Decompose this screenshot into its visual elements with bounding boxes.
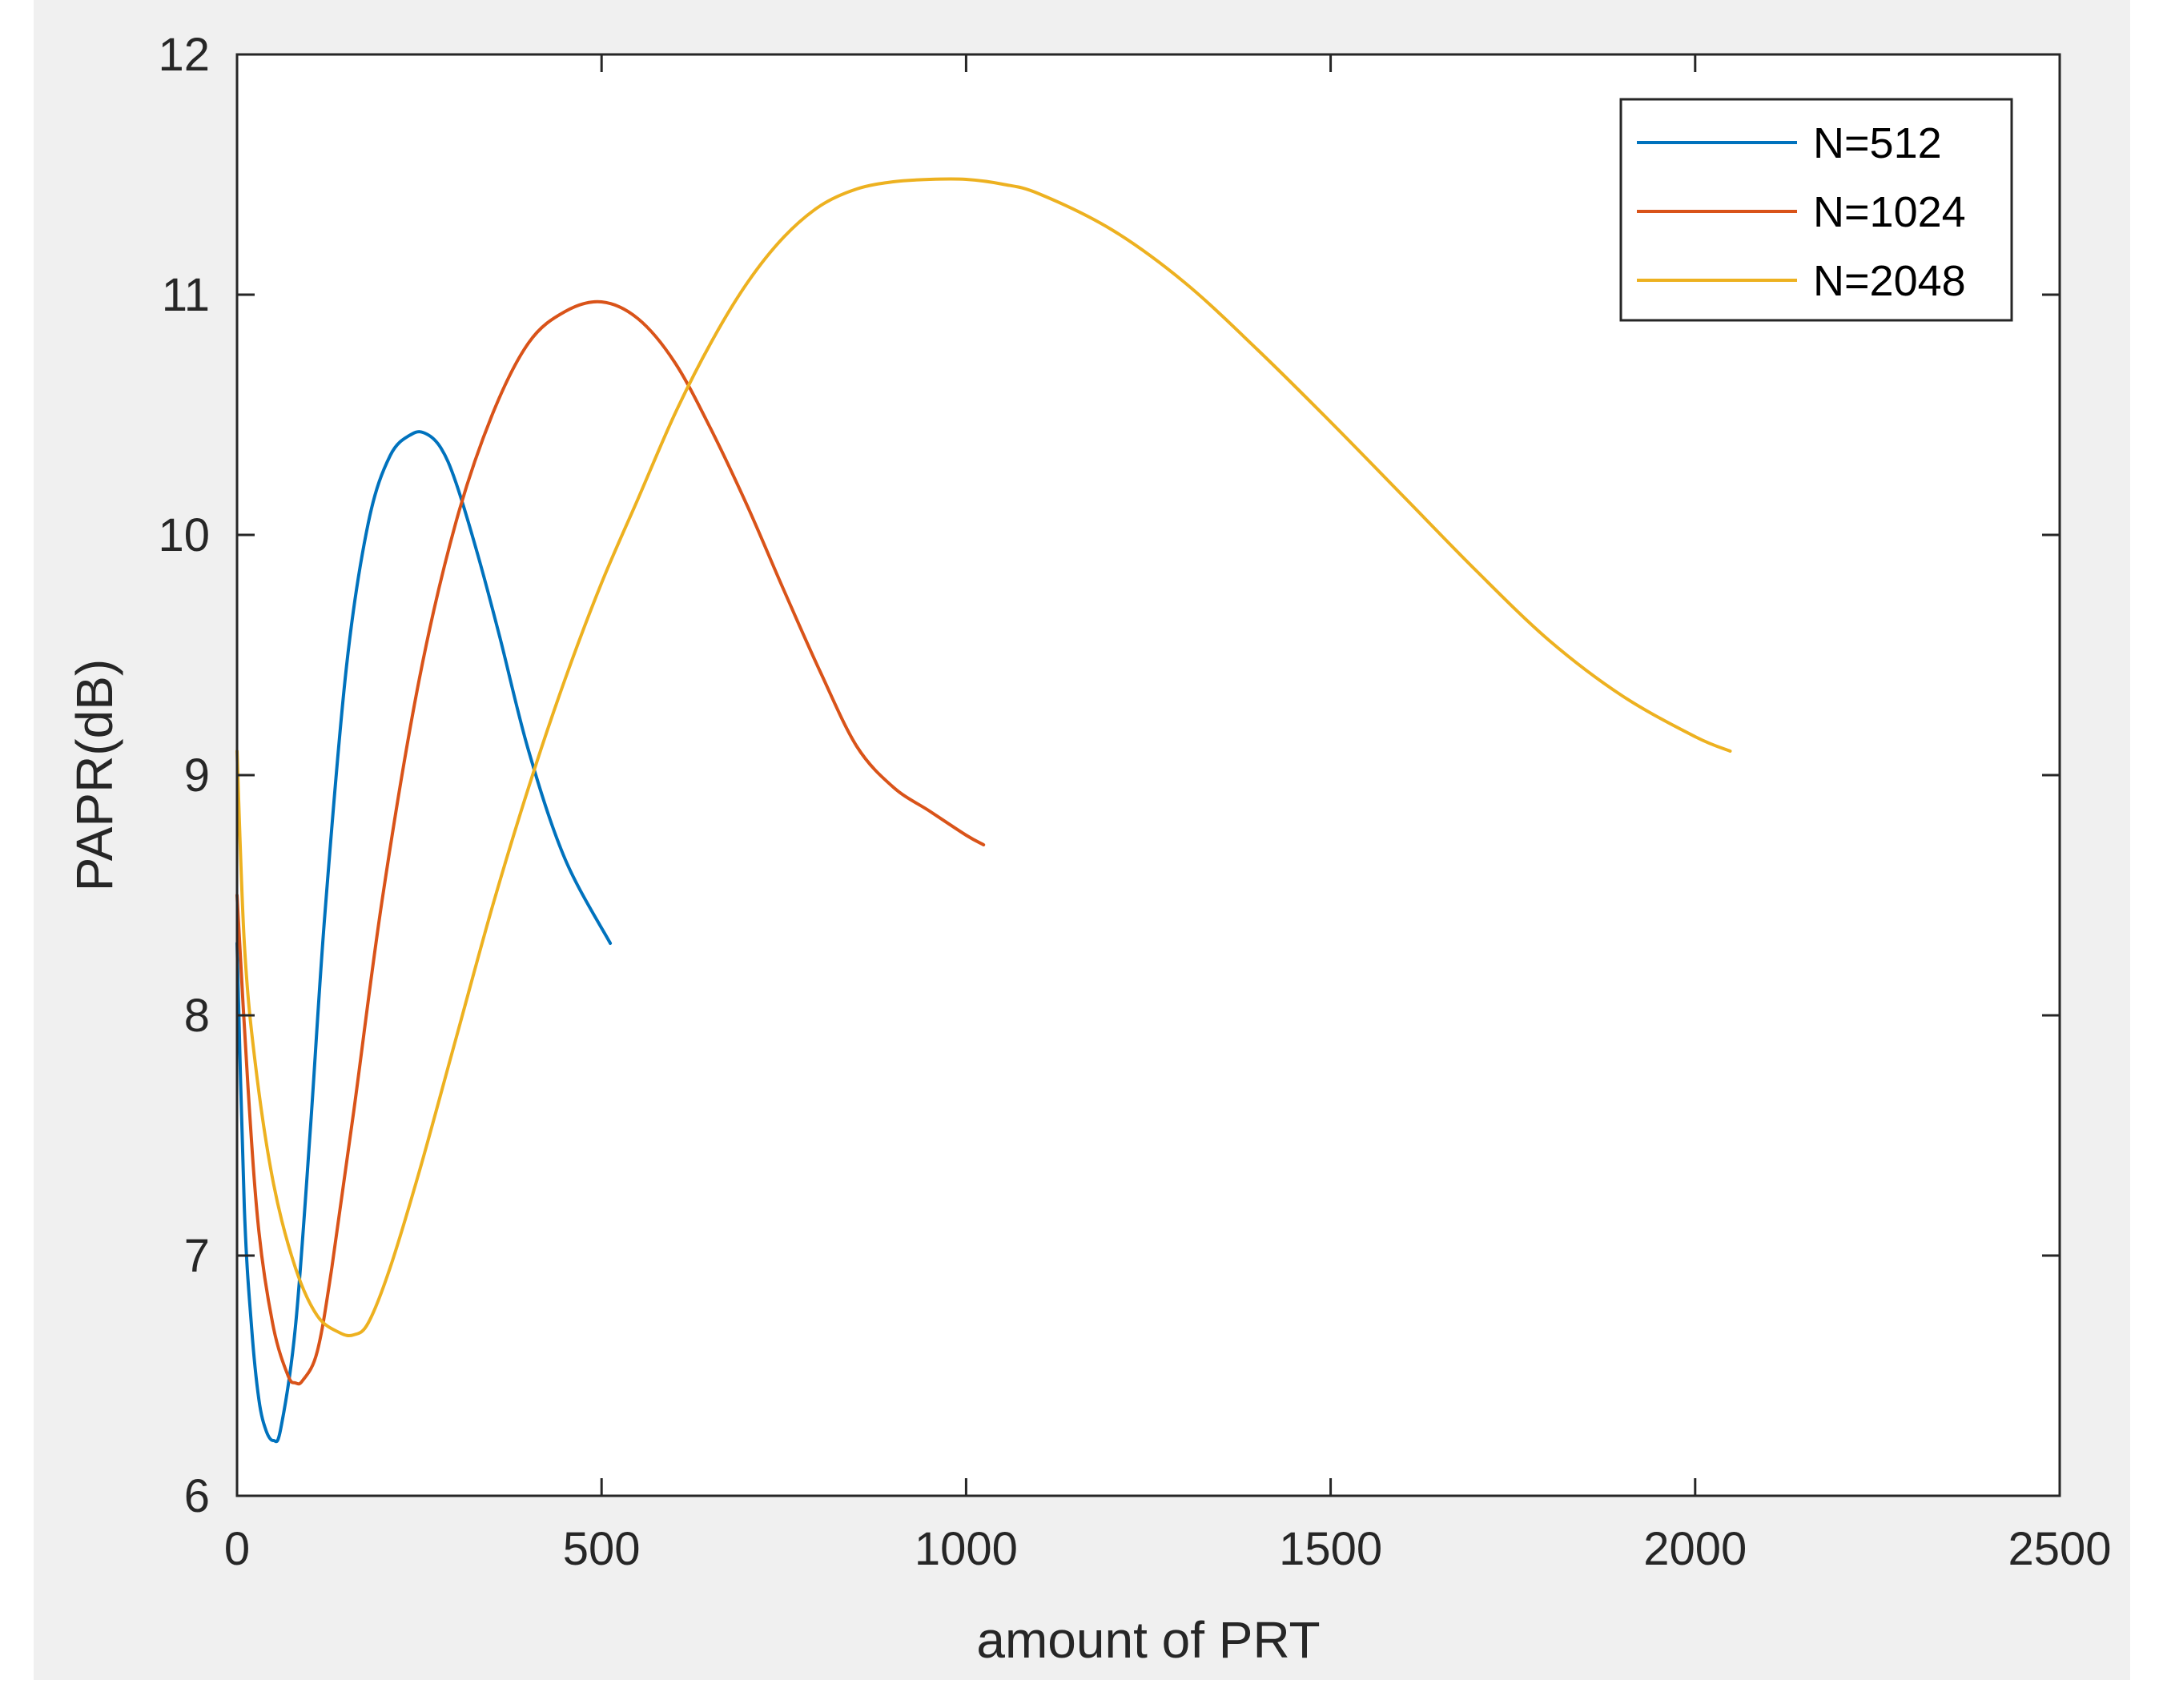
legend-label-n2048: N=2048 — [1813, 257, 1966, 305]
x-tick-label: 0 — [224, 1523, 250, 1575]
series-group — [235, 177, 1732, 1444]
x-tick-label: 2000 — [1643, 1523, 1747, 1575]
tick-labels-group: 0 500 1000 1500 2000 2500 6 7 8 9 10 11 12 — [158, 29, 2111, 1575]
ticks-group — [235, 53, 2061, 1497]
y-tick-label: 9 — [184, 750, 210, 802]
series-line-n512 — [235, 430, 613, 1444]
y-tick-label: 8 — [184, 990, 210, 1042]
x-axis-label: amount of PRT — [976, 1611, 1320, 1669]
y-tick-label: 12 — [158, 29, 210, 81]
series-line-n2048 — [235, 177, 1732, 1337]
y-tick-label: 11 — [162, 269, 210, 321]
y-tick-label: 10 — [158, 509, 210, 561]
y-tick-label: 6 — [184, 1470, 210, 1522]
legend-label-n1024: N=1024 — [1813, 188, 1966, 236]
legend: N=512 N=1024 N=2048 — [1619, 98, 2013, 322]
y-tick-label: 7 — [184, 1230, 210, 1282]
x-tick-label: 2500 — [2008, 1523, 2111, 1575]
y-axis-label: PAPR(dB) — [66, 659, 123, 891]
x-tick-label: 500 — [563, 1523, 641, 1575]
x-tick-label: 1500 — [1279, 1523, 1382, 1575]
series-line-n1024 — [235, 299, 986, 1386]
x-tick-label: 1000 — [915, 1523, 1018, 1575]
legend-label-n512: N=512 — [1813, 119, 1942, 167]
